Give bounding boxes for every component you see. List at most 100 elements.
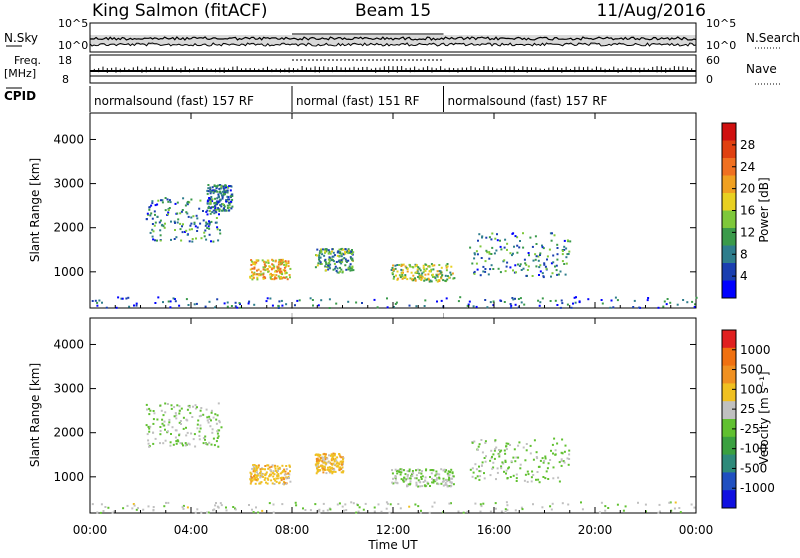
velocity-mark: [509, 444, 511, 446]
velocity-mark: [219, 502, 222, 505]
power-mark: [542, 275, 545, 278]
power-mark: [676, 303, 679, 306]
velocity-mark: [315, 453, 318, 456]
velocity-mark: [210, 411, 213, 414]
velocity-mark: [210, 419, 212, 422]
velocity-mark: [442, 484, 445, 487]
velocity-mark: [281, 464, 284, 467]
velocity-mark: [496, 471, 499, 474]
power-mark: [525, 274, 528, 277]
power-mark: [361, 302, 363, 304]
velocity-mark: [581, 508, 584, 511]
velocity-mark: [152, 509, 155, 512]
power-mark: [218, 210, 221, 212]
velocity-mark: [394, 476, 397, 478]
velocity-mark: [513, 448, 516, 451]
velocity-mark: [169, 444, 172, 447]
velocity-ylabel: Slant Range [km]: [28, 363, 42, 467]
power-mark: [434, 277, 437, 280]
power-mark: [204, 305, 207, 308]
power-mark: [417, 276, 420, 278]
power-mark: [219, 184, 221, 186]
velocity-mark: [558, 480, 561, 483]
velocity-mark: [561, 438, 564, 441]
velocity-mark: [302, 507, 304, 510]
power-mark: [336, 254, 339, 257]
velocity-mark: [329, 454, 332, 457]
power-mark: [216, 226, 219, 229]
velocity-mark: [191, 416, 194, 418]
velocity-mark: [407, 483, 410, 486]
velocity-mark: [483, 477, 486, 480]
velocity-mark: [111, 511, 114, 514]
power-colorbar-title: Power [dB]: [757, 177, 771, 242]
velocity-mark: [304, 509, 307, 511]
power-mark: [206, 189, 209, 192]
velocity-mark: [434, 474, 437, 477]
velocity-mark: [288, 465, 291, 468]
velocity-mark: [484, 440, 487, 443]
power-mark: [662, 305, 665, 308]
velocity-mark: [494, 439, 497, 442]
power-mark: [425, 267, 428, 270]
power-mark: [614, 296, 617, 299]
power-mark: [179, 222, 182, 225]
velocity-frame: [89, 317, 697, 514]
velocity-mark: [260, 481, 263, 484]
power-mark: [406, 270, 409, 273]
velocity-mark: [450, 477, 452, 480]
velocity-mark: [263, 478, 266, 481]
power-mark: [289, 267, 292, 270]
velocity-mark: [154, 437, 157, 440]
power-mark: [181, 209, 184, 211]
velocity-mark: [391, 469, 393, 472]
velocity-mark: [532, 503, 534, 506]
velocity-mark: [344, 503, 347, 506]
velocity-mark: [104, 506, 107, 508]
velocity-mark: [331, 470, 334, 473]
power-mark: [321, 248, 324, 251]
velocity-mark: [637, 501, 639, 504]
power-mark: [551, 272, 554, 275]
power-mark: [274, 259, 277, 262]
velocity-mark: [406, 475, 409, 478]
power-mark: [469, 246, 472, 249]
power-mark: [509, 252, 512, 255]
velocity-mark: [537, 478, 540, 481]
power-mark: [430, 280, 433, 283]
power-mark: [556, 304, 559, 306]
velocity-mark: [184, 444, 187, 447]
velocity-mark: [406, 485, 408, 488]
velocity-mark: [294, 501, 297, 504]
velocity-mark: [220, 504, 223, 507]
velocity-mark: [544, 477, 547, 480]
velocity-mark: [506, 504, 509, 507]
power-mark: [340, 255, 343, 258]
power-mark: [226, 305, 229, 308]
power-mark: [520, 269, 523, 271]
power-mark: [435, 279, 438, 282]
velocity-mark: [657, 511, 660, 514]
power-mark: [224, 191, 227, 194]
power-mark: [163, 226, 166, 229]
velocity-mark: [165, 501, 167, 504]
power-mark: [219, 232, 222, 235]
velocity-mark: [175, 417, 178, 420]
velocity-mark: [490, 449, 493, 452]
power-mark: [430, 268, 433, 271]
power-mark: [564, 273, 567, 276]
velocity-mark: [514, 460, 517, 463]
power-mark: [212, 192, 215, 195]
freq-label-line2: [MHz]: [4, 67, 36, 80]
power-mark: [205, 221, 208, 224]
power-mark: [349, 269, 352, 272]
velocity-mark: [255, 478, 258, 481]
velocity-mark: [202, 437, 205, 440]
power-mark: [182, 197, 185, 200]
power-mark: [499, 271, 502, 274]
power-mark: [205, 210, 208, 213]
velocity-mark: [166, 403, 169, 405]
velocity-mark: [250, 475, 252, 478]
velocity-mark: [519, 463, 522, 466]
velocity-mark: [315, 472, 318, 475]
